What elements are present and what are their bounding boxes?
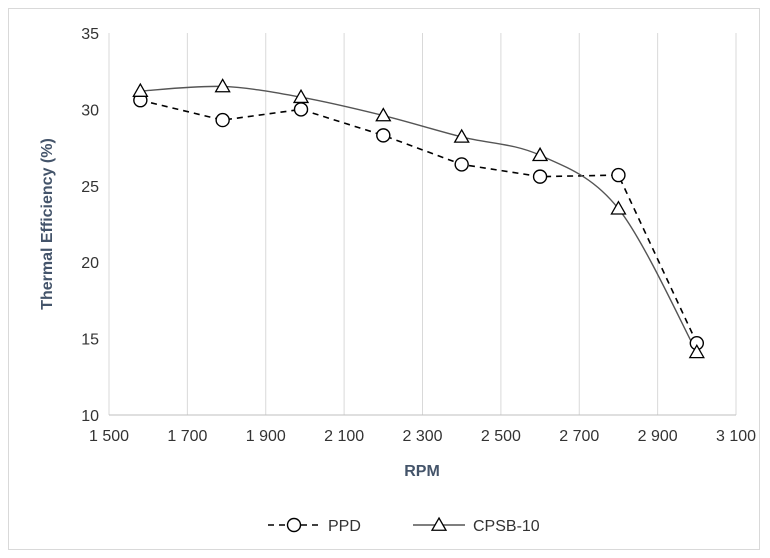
x-tick-label: 2 300	[402, 428, 442, 445]
y-tick-label: 10	[81, 408, 99, 425]
data-point-cpsb-10	[688, 344, 705, 359]
x-tick-label: 2 500	[481, 428, 521, 445]
y-tick-label: 25	[81, 179, 99, 196]
x-tick-label: 1 900	[246, 428, 286, 445]
x-tick-label: 2 900	[638, 428, 678, 445]
data-point-cpsb-10	[292, 88, 310, 104]
y-tick-label: 15	[81, 332, 99, 349]
y-axis-label: Thermal Efficiency (%)	[39, 138, 56, 310]
x-tick-label: 2 100	[324, 428, 364, 445]
chart-frame	[8, 8, 760, 550]
x-tick-label: 3 100	[716, 428, 756, 445]
x-tick-label: 1 500	[89, 428, 129, 445]
x-tick-label: 2 700	[559, 428, 599, 445]
y-tick-label: 35	[81, 26, 99, 43]
y-tick-label: 30	[81, 102, 99, 119]
data-point-ppd	[376, 128, 391, 143]
data-point-cpsb-10	[531, 146, 549, 162]
x-tick-labels: 1 500 1 700 1 900 2 100 2 300 2 500 2 700 2 900…	[89, 428, 756, 445]
x-tick-label: 1 700	[167, 428, 207, 445]
data-point-ppd	[293, 102, 309, 117]
data-point-cpsb-10	[375, 107, 392, 122]
legend-marker-cpsb-10	[430, 516, 448, 531]
series-line-ppd	[140, 99, 698, 344]
data-point-ppd	[532, 169, 548, 184]
data-point-cpsb-10	[610, 200, 627, 215]
data-point-cpsb-10	[453, 128, 470, 143]
legend-label-cpsb-10: CPSB-10	[473, 518, 540, 535]
data-point-cpsb-10	[132, 82, 149, 97]
legend-item-cpsb-10: CPSB-10	[413, 516, 540, 535]
data-point-ppd	[454, 157, 469, 172]
data-point-cpsb-10	[214, 78, 231, 93]
legend-marker-ppd	[286, 517, 302, 533]
legend-item-ppd: PPD	[268, 517, 361, 535]
y-tick-label: 20	[81, 255, 99, 272]
data-point-ppd	[215, 112, 230, 128]
x-axis-label: RPM	[404, 463, 440, 480]
y-tick-labels: 10 15 20 25 30 35	[81, 26, 99, 425]
grid-lines	[108, 33, 737, 415]
legend: PPD CPSB-10	[268, 516, 540, 535]
series-layer	[132, 78, 705, 359]
legend-label-ppd: PPD	[328, 518, 361, 535]
data-point-ppd	[611, 167, 626, 183]
